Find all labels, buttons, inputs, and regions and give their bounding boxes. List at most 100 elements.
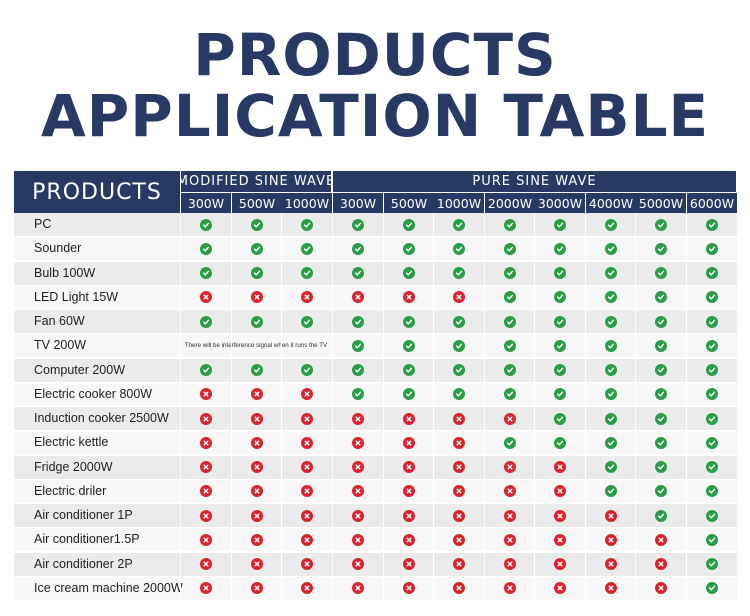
column-divider	[332, 213, 333, 601]
cross-circle-icon	[554, 533, 566, 546]
check-circle-icon	[403, 218, 415, 231]
cross-circle-icon	[453, 558, 465, 570]
check-circle-icon	[403, 339, 415, 352]
row-label: Electric cooker 800W	[34, 386, 153, 401]
cross-circle-icon	[504, 558, 516, 570]
cross-circle-icon	[200, 533, 212, 546]
cross-circle-icon	[251, 558, 263, 570]
pure-sine-wave-header: PURE SINE WAVE	[333, 171, 736, 192]
check-circle-icon	[352, 339, 364, 352]
column-divider	[635, 213, 636, 601]
cross-circle-icon	[403, 509, 415, 522]
row-label: Electric driler	[34, 483, 107, 498]
row-note: There will be interference signal when i…	[184, 342, 328, 350]
cross-circle-icon	[554, 485, 566, 498]
watt-column-header: 1000W	[434, 193, 484, 213]
cross-circle-icon	[200, 582, 212, 595]
check-circle-icon	[706, 218, 718, 231]
check-circle-icon	[554, 412, 566, 425]
cross-circle-icon	[352, 436, 364, 449]
check-circle-icon	[200, 364, 212, 376]
column-divider	[180, 213, 181, 601]
check-circle-icon	[301, 267, 313, 279]
check-circle-icon	[301, 315, 313, 328]
row-label: Computer 200W	[34, 362, 126, 377]
cross-circle-icon	[403, 485, 415, 498]
watt-column-header: 3000W	[535, 193, 585, 213]
check-circle-icon	[605, 388, 617, 401]
check-circle-icon	[554, 291, 566, 304]
check-circle-icon	[605, 412, 617, 425]
cross-circle-icon	[403, 461, 415, 473]
check-circle-icon	[655, 364, 667, 376]
check-circle-icon	[655, 339, 667, 352]
check-circle-icon	[706, 509, 718, 522]
check-circle-icon	[655, 509, 667, 522]
watt-column-header: 6000W	[687, 193, 737, 213]
watt-column-header: 4000W	[586, 193, 636, 213]
cross-circle-icon	[301, 291, 313, 304]
check-circle-icon	[453, 242, 465, 255]
cross-circle-icon	[251, 582, 263, 595]
table-row: Induction cooker 2500W	[14, 407, 737, 430]
check-circle-icon	[504, 267, 516, 279]
cross-circle-icon	[605, 558, 617, 570]
check-circle-icon	[504, 291, 516, 304]
cross-circle-icon	[403, 291, 415, 304]
cross-circle-icon	[301, 485, 313, 498]
cross-circle-icon	[403, 533, 415, 546]
cross-circle-icon	[352, 582, 364, 595]
cross-circle-icon	[301, 388, 313, 401]
check-circle-icon	[655, 412, 667, 425]
cross-circle-icon	[403, 558, 415, 570]
column-divider	[281, 213, 282, 601]
products-column-header: PRODUCTS	[14, 171, 180, 213]
cross-circle-icon	[504, 509, 516, 522]
table-row: Fridge 2000W	[14, 455, 737, 479]
cross-circle-icon	[554, 461, 566, 473]
cross-circle-icon	[453, 485, 465, 498]
check-circle-icon	[655, 267, 667, 279]
watt-column-header: 500W	[384, 193, 434, 213]
cross-circle-icon	[251, 533, 263, 546]
check-circle-icon	[706, 582, 718, 595]
cross-circle-icon	[655, 558, 667, 570]
cross-circle-icon	[301, 509, 313, 522]
cross-circle-icon	[554, 558, 566, 570]
table-row: Fan 60W	[14, 310, 737, 333]
check-circle-icon	[605, 242, 617, 255]
title-line-1: PRODUCTS	[193, 21, 557, 89]
cross-circle-icon	[352, 533, 364, 546]
row-label: Air conditioner 1P	[34, 508, 133, 522]
cross-circle-icon	[655, 582, 667, 595]
watt-column-header: 5000W	[636, 193, 686, 213]
check-circle-icon	[504, 315, 516, 328]
check-circle-icon	[706, 436, 718, 449]
check-circle-icon	[605, 461, 617, 473]
cross-circle-icon	[504, 485, 516, 498]
watt-column-header: 300W	[181, 193, 231, 213]
watt-column-header: 300W	[333, 193, 383, 213]
check-circle-icon	[352, 242, 364, 255]
check-circle-icon	[200, 315, 212, 328]
row-label: LED Light 15W	[34, 289, 119, 304]
check-circle-icon	[554, 339, 566, 352]
check-circle-icon	[554, 315, 566, 328]
check-circle-icon	[706, 533, 718, 546]
table-row: Computer 200W	[14, 358, 737, 382]
modified-sine-wave-header: MODIFIED SINE WAVE	[181, 171, 331, 192]
check-circle-icon	[706, 388, 718, 401]
column-divider	[383, 213, 384, 601]
table-row: Electric driler	[14, 479, 737, 503]
check-circle-icon	[251, 242, 263, 255]
check-circle-icon	[554, 242, 566, 255]
check-circle-icon	[605, 339, 617, 352]
check-circle-icon	[453, 388, 465, 401]
cross-circle-icon	[453, 509, 465, 522]
check-circle-icon	[251, 364, 263, 376]
check-circle-icon	[706, 558, 718, 570]
check-circle-icon	[453, 267, 465, 279]
watt-column-header: 2000W	[485, 193, 535, 213]
cross-circle-icon	[251, 485, 263, 498]
check-circle-icon	[504, 242, 516, 255]
